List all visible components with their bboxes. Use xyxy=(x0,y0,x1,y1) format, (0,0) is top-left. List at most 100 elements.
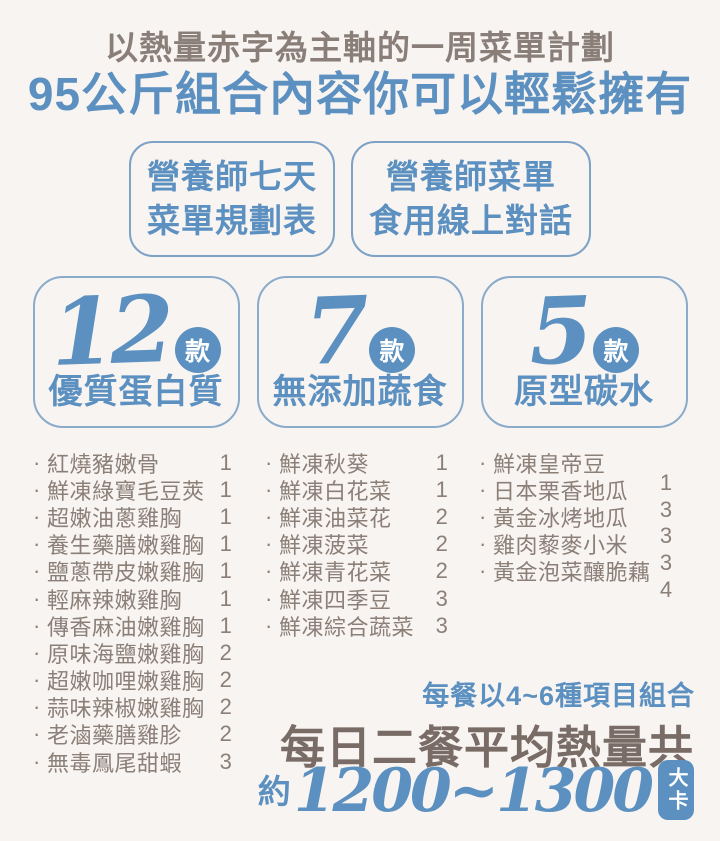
item-name: 鮮凍秋葵 xyxy=(279,451,370,477)
list-item: · 鮮凍四季豆 3 xyxy=(265,585,455,613)
list-item: · 老滷藥膳雞胗 2 xyxy=(33,721,239,748)
feature-line-1: 營養師菜單 xyxy=(386,158,556,196)
item-qty: 3 xyxy=(659,550,673,576)
item-qty: 1 xyxy=(219,503,233,529)
list-item: · 鮮凍油菜花 2 xyxy=(265,503,455,531)
bullet: · xyxy=(265,612,273,638)
approx-label: 約 xyxy=(257,773,291,810)
item-qty: 2 xyxy=(219,639,233,665)
list-item: · 輕麻辣嫩雞胸 1 xyxy=(33,585,239,613)
bullet: · xyxy=(33,476,41,502)
item-qty: 2 xyxy=(435,503,449,529)
bullet: · xyxy=(33,667,41,693)
item-name: 蒜味辣椒嫩雞胸 xyxy=(47,696,205,722)
carb-list: · 鮮凍皇帝豆 · 日本栗香地瓜 · 黃金冰烤地瓜 · 雞肉藜麥小米 · 黃金泡… xyxy=(479,449,661,586)
item-name: 雞肉藜麥小米 xyxy=(493,533,629,559)
item-qty: 4 xyxy=(659,576,673,602)
list-item: · 鮮凍皇帝豆 xyxy=(479,449,661,477)
item-qty: 2 xyxy=(435,558,449,584)
bullet: · xyxy=(33,449,41,475)
bullet: · xyxy=(33,639,41,665)
item-name: 鮮凍四季豆 xyxy=(279,587,392,613)
count-unit-badge: 款 xyxy=(369,327,415,373)
item-qty: 1 xyxy=(219,585,233,611)
bullet: · xyxy=(479,531,487,557)
carb-qty-column: 1 3 3 3 4 xyxy=(652,470,680,603)
bullet: · xyxy=(33,531,41,557)
bullet: · xyxy=(33,721,41,747)
list-item: · 鮮凍白花菜 1 xyxy=(265,476,455,504)
feature-badges: 營養師七天 菜單規劃表 營養師菜單 食用線上對話 xyxy=(0,141,720,257)
item-name: 鮮凍菠菜 xyxy=(279,533,370,559)
list-item: · 紅燒豬嫩骨 1 xyxy=(33,449,239,477)
bullet: · xyxy=(265,531,273,557)
item-qty: 3 xyxy=(659,496,673,522)
bullet: · xyxy=(479,476,487,502)
bullet: · xyxy=(265,449,273,475)
item-name: 傳香麻油嫩雞胸 xyxy=(47,614,205,640)
kcal-unit-badge: 大卡 xyxy=(658,760,694,820)
protein-list: · 紅燒豬嫩骨 1 · 鮮凍綠寶毛豆莢 1 · 超嫩油蔥雞胸 1 · 養生藥膳嫩… xyxy=(33,449,239,776)
item-name: 鮮凍油菜花 xyxy=(279,505,392,531)
list-item: · 超嫩咖哩嫩雞胸 2 xyxy=(33,667,239,694)
item-name: 超嫩咖哩嫩雞胸 xyxy=(47,669,205,695)
bullet: · xyxy=(33,503,41,529)
item-name: 鮮凍綜合蔬菜 xyxy=(279,614,415,640)
item-name: 鮮凍白花菜 xyxy=(279,478,392,504)
list-item: · 超嫩油蔥雞胸 1 xyxy=(33,503,239,531)
bullet: · xyxy=(479,503,487,529)
item-qty: 1 xyxy=(219,612,233,638)
card-count-row: 7 款 xyxy=(259,276,462,386)
item-name: 鮮凍綠寶毛豆莢 xyxy=(47,478,205,504)
feature-line-2: 菜單規劃表 xyxy=(147,202,317,239)
count-unit-badge: 款 xyxy=(593,327,639,373)
item-name: 超嫩油蔥雞胸 xyxy=(47,505,183,531)
item-name: 原味海鹽嫩雞胸 xyxy=(47,641,205,667)
bullet: · xyxy=(33,612,41,638)
meal-combination-note: 每餐以4~6種項目組合 xyxy=(422,681,695,711)
item-qty: 1 xyxy=(659,470,673,496)
carb-card-label: 原型碳水 xyxy=(514,373,654,411)
category-card-carb: 5 款 原型碳水 xyxy=(480,276,688,428)
item-name: 老滷藥膳雞胗 xyxy=(47,723,183,749)
item-name: 紅燒豬嫩骨 xyxy=(47,451,160,477)
item-qty: 1 xyxy=(435,476,449,502)
bullet: · xyxy=(479,449,487,475)
feature-line-2: 食用線上對話 xyxy=(369,202,573,239)
bullet: · xyxy=(265,476,273,502)
vegetable-card-label: 無添加蔬食 xyxy=(272,373,448,411)
item-qty: 2 xyxy=(435,531,449,557)
list-item: · 黃金泡菜釀脆藕 xyxy=(479,558,661,585)
list-item: · 鮮凍綜合蔬菜 3 xyxy=(265,612,455,640)
feature-box-seven-day-plan: 營養師七天 菜單規劃表 xyxy=(129,141,335,257)
item-name: 輕麻辣嫩雞胸 xyxy=(47,587,183,613)
calorie-range-row: 約 1200~1300 大卡 xyxy=(257,760,694,821)
list-item: · 鮮凍青花菜 2 xyxy=(265,558,455,585)
list-item: · 原味海鹽嫩雞胸 2 xyxy=(33,639,239,667)
item-qty: 3 xyxy=(435,612,449,638)
item-qty: 3 xyxy=(435,585,449,611)
bullet: · xyxy=(265,558,273,584)
item-qty: 3 xyxy=(659,523,673,549)
bullet: · xyxy=(479,558,487,584)
bullet: · xyxy=(33,694,41,720)
list-item: · 鮮凍菠菜 2 xyxy=(265,531,455,558)
page-subtitle: 以熱量赤字為主軸的一周菜單計劃 xyxy=(105,29,615,66)
bullet: · xyxy=(33,558,41,584)
list-item: · 養生藥膳嫩雞胸 1 xyxy=(33,531,239,558)
list-item: · 鮮凍秋葵 1 xyxy=(265,449,455,477)
item-name: 鮮凍青花菜 xyxy=(279,560,392,586)
item-name: 無毒鳳尾甜蝦 xyxy=(47,750,183,776)
feature-line-1: 營養師七天 xyxy=(147,158,317,196)
daily-calories-heading: 每日二餐平均熱量共 xyxy=(279,722,694,773)
page-title: 95公斤組合內容你可以輕鬆擁有 xyxy=(27,68,693,120)
item-qty: 1 xyxy=(435,449,449,475)
item-qty: 2 xyxy=(219,694,233,720)
category-card-protein: 12 款 優質蛋白質 xyxy=(32,275,240,428)
item-name: 養生藥膳嫩雞胸 xyxy=(47,533,205,559)
item-name: 日本栗香地瓜 xyxy=(493,478,629,504)
card-count-row: 12 款 xyxy=(35,275,238,387)
vegetable-list: · 鮮凍秋葵 1 · 鮮凍白花菜 1 · 鮮凍油菜花 2 · 鮮凍菠菜 2 xyxy=(265,449,455,640)
item-qty: 2 xyxy=(219,667,233,693)
